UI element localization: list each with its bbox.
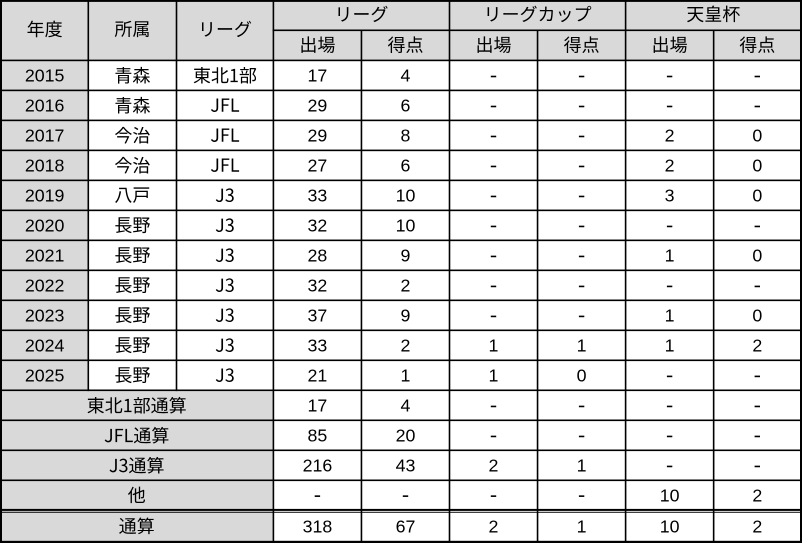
svg-text:4: 4 (401, 396, 411, 416)
svg-text:2: 2 (401, 276, 411, 296)
svg-text:1: 1 (665, 306, 675, 326)
svg-text:0: 0 (577, 366, 587, 386)
svg-text:29: 29 (308, 96, 328, 116)
svg-text:67: 67 (396, 516, 416, 536)
svg-text:2023: 2023 (25, 306, 65, 326)
svg-text:6: 6 (401, 156, 411, 176)
svg-text:1: 1 (665, 246, 675, 266)
svg-text:2022: 2022 (25, 276, 65, 296)
svg-text:33: 33 (308, 336, 328, 356)
svg-text:1: 1 (577, 516, 587, 536)
svg-text:28: 28 (308, 246, 328, 266)
svg-text:6: 6 (401, 96, 411, 116)
svg-text:0: 0 (752, 126, 762, 146)
svg-text:2: 2 (752, 516, 762, 536)
svg-text:1: 1 (577, 456, 587, 476)
svg-text:318: 318 (303, 516, 333, 536)
svg-text:2021: 2021 (25, 246, 65, 266)
svg-text:9: 9 (401, 306, 411, 326)
svg-text:4: 4 (401, 66, 411, 86)
svg-text:17: 17 (308, 66, 328, 86)
svg-text:2015: 2015 (25, 66, 65, 86)
svg-text:0: 0 (752, 246, 762, 266)
svg-text:9: 9 (401, 246, 411, 266)
svg-text:0: 0 (752, 186, 762, 206)
svg-text:2: 2 (752, 336, 762, 356)
svg-text:10: 10 (660, 516, 680, 536)
svg-text:29: 29 (308, 126, 328, 146)
svg-text:1: 1 (401, 366, 411, 386)
svg-text:27: 27 (308, 156, 328, 176)
svg-text:20: 20 (396, 426, 416, 446)
svg-text:10: 10 (396, 186, 416, 206)
svg-text:1: 1 (665, 336, 675, 356)
svg-text:2: 2 (665, 126, 675, 146)
svg-text:2: 2 (752, 485, 762, 505)
svg-text:2020: 2020 (25, 216, 65, 236)
svg-text:21: 21 (308, 366, 328, 386)
svg-text:32: 32 (308, 276, 328, 296)
svg-text:8: 8 (401, 126, 411, 146)
svg-text:2019: 2019 (25, 186, 65, 206)
svg-text:3: 3 (665, 186, 675, 206)
svg-text:85: 85 (308, 426, 328, 446)
svg-text:43: 43 (396, 456, 416, 476)
svg-text:2: 2 (489, 516, 499, 536)
svg-text:0: 0 (752, 156, 762, 176)
svg-text:2: 2 (489, 456, 499, 476)
svg-text:2017: 2017 (25, 126, 65, 146)
svg-text:216: 216 (303, 456, 333, 476)
svg-text:2025: 2025 (25, 366, 65, 386)
svg-text:2: 2 (665, 156, 675, 176)
svg-text:32: 32 (308, 216, 328, 236)
svg-text:1: 1 (489, 336, 499, 356)
svg-text:1: 1 (489, 366, 499, 386)
svg-text:0: 0 (752, 306, 762, 326)
svg-text:37: 37 (308, 306, 328, 326)
svg-text:33: 33 (308, 186, 328, 206)
svg-text:10: 10 (660, 485, 680, 505)
svg-text:2018: 2018 (25, 156, 65, 176)
svg-text:1: 1 (577, 336, 587, 356)
svg-text:2: 2 (401, 336, 411, 356)
svg-text:10: 10 (396, 216, 416, 236)
svg-text:17: 17 (308, 396, 328, 416)
svg-text:2016: 2016 (25, 96, 65, 116)
svg-text:2024: 2024 (25, 336, 65, 356)
